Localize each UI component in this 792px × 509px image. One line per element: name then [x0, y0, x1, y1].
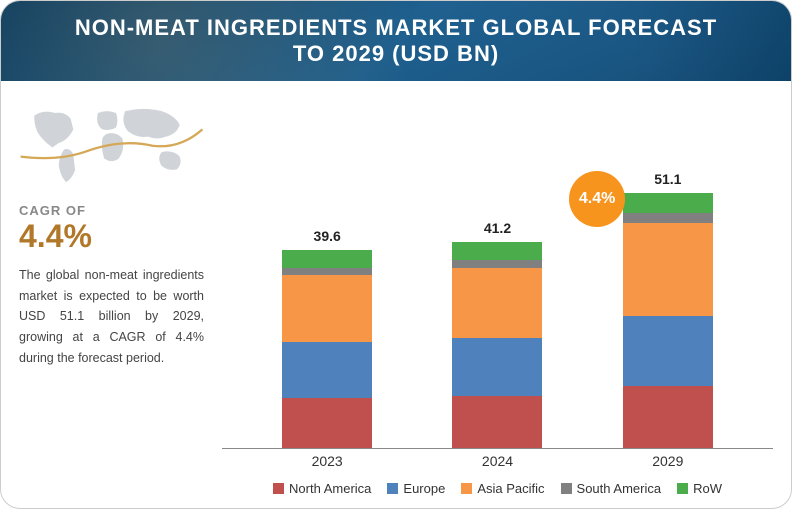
bar-segment — [452, 268, 542, 339]
bar-segment — [282, 275, 372, 343]
description: The global non-meat ingredients market i… — [19, 265, 204, 368]
title-line1: NON-MEAT INGREDIENTS MARKET GLOBAL FOREC… — [75, 15, 717, 40]
bar-segment — [452, 338, 542, 396]
world-map — [19, 93, 204, 193]
legend-item: RoW — [677, 481, 722, 496]
legend-item: South America — [561, 481, 662, 496]
legend-swatch — [561, 483, 572, 494]
bar — [282, 250, 372, 448]
bar-group: 41.2 — [452, 242, 542, 448]
bar-total-label: 39.6 — [314, 228, 341, 244]
bar-segment — [623, 193, 713, 213]
bar-segment — [282, 268, 372, 275]
legend-label: South America — [577, 481, 662, 496]
legend: North America Europe Asia Pacific South Ame… — [222, 477, 773, 500]
cagr-label: CAGR OF — [19, 203, 204, 218]
bar-segment — [623, 386, 713, 449]
bar-chart: 39.6 41.2 51.1 4.4% — [222, 93, 773, 449]
title-line2: TO 2029 (USD BN) — [293, 41, 499, 66]
legend-item: Europe — [387, 481, 445, 496]
growth-badge: 4.4% — [569, 171, 625, 227]
title: NON-MEAT INGREDIENTS MARKET GLOBAL FOREC… — [21, 15, 771, 67]
legend-swatch — [273, 483, 284, 494]
bar-segment — [282, 250, 372, 268]
x-axis-labels: 2023 2024 2029 — [222, 453, 773, 469]
body: CAGR OF 4.4% The global non-meat ingredi… — [1, 81, 791, 508]
legend-label: RoW — [693, 481, 722, 496]
bar — [452, 242, 542, 448]
chart-panel: 39.6 41.2 51.1 4.4% 2023 2024 2029 North Ame… — [222, 93, 773, 500]
x-label: 2029 — [623, 453, 713, 469]
bar-total-label: 41.2 — [484, 220, 511, 236]
legend-item: North America — [273, 481, 371, 496]
legend-item: Asia Pacific — [461, 481, 544, 496]
badge-text: 4.4% — [579, 190, 615, 208]
left-panel: CAGR OF 4.4% The global non-meat ingredi… — [19, 93, 204, 500]
bar-group: 39.6 — [282, 250, 372, 448]
bar-total-label: 51.1 — [654, 171, 681, 187]
bar-segment — [452, 242, 542, 260]
x-label: 2023 — [282, 453, 372, 469]
legend-swatch — [387, 483, 398, 494]
bar-segment — [623, 213, 713, 224]
header: NON-MEAT INGREDIENTS MARKET GLOBAL FOREC… — [1, 1, 791, 81]
bar-segment — [452, 396, 542, 448]
bar-segment — [452, 260, 542, 268]
bar-segment — [282, 342, 372, 398]
cagr-value: 4.4% — [19, 218, 204, 255]
bar — [623, 193, 713, 449]
bar-segment — [623, 223, 713, 316]
bar-segment — [623, 316, 713, 386]
bar-group: 51.1 — [623, 193, 713, 449]
infographic-container: NON-MEAT INGREDIENTS MARKET GLOBAL FOREC… — [0, 0, 792, 509]
legend-swatch — [677, 483, 688, 494]
legend-label: Asia Pacific — [477, 481, 544, 496]
legend-label: North America — [289, 481, 371, 496]
world-map-svg — [19, 93, 204, 193]
legend-label: Europe — [403, 481, 445, 496]
legend-swatch — [461, 483, 472, 494]
x-label: 2024 — [452, 453, 542, 469]
bar-segment — [282, 398, 372, 448]
